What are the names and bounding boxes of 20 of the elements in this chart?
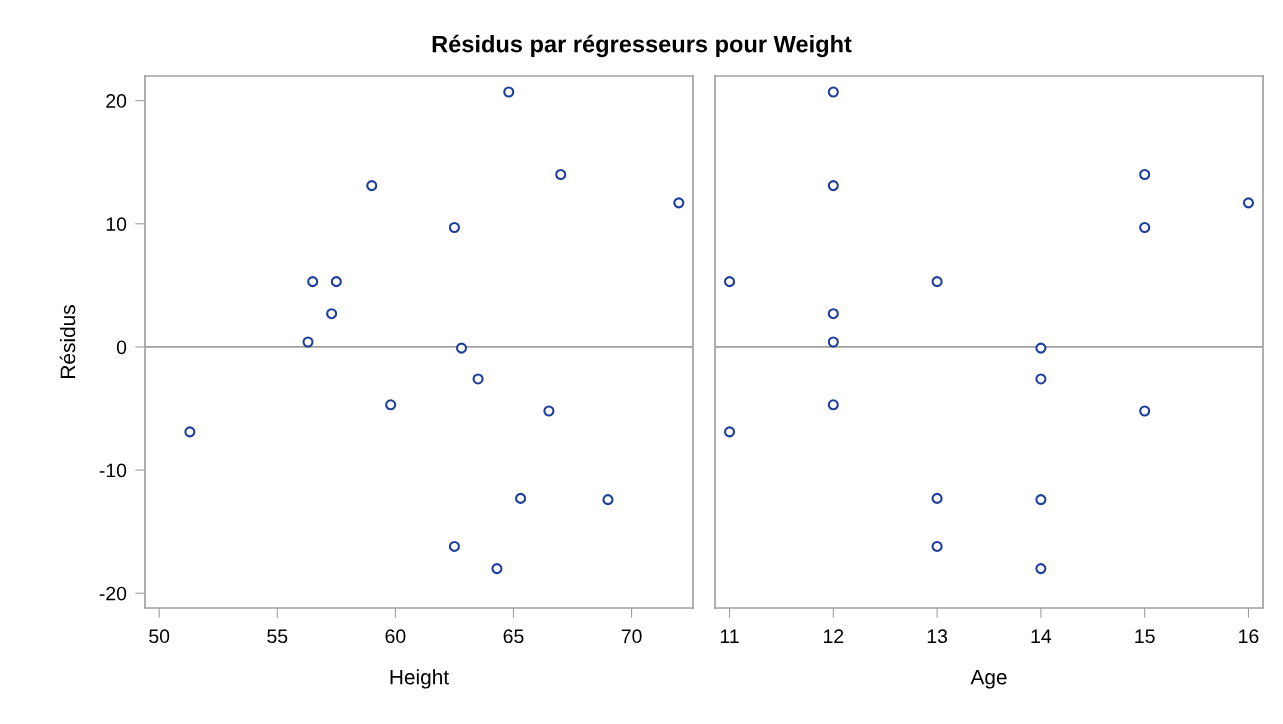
x-tick-label: 11 [720, 629, 739, 643]
y-axis-title: Résidus [59, 305, 76, 378]
x-tick-label: 12 [823, 629, 844, 643]
x-tick-label: 65 [503, 629, 524, 644]
x-tick-label: 16 [1239, 629, 1259, 644]
x-axis-title: Height [390, 669, 449, 689]
y-tick-label: 10 [106, 217, 127, 232]
x-tick-label: 13 [927, 629, 948, 644]
x-axis-title: Age [970, 669, 1007, 689]
x-tick-label: 50 [149, 629, 170, 644]
x-tick-label: 55 [267, 629, 288, 644]
y-tick-label: 20 [106, 94, 127, 108]
x-tick-label: 60 [385, 629, 406, 644]
y-tick-label: 0 [116, 340, 127, 355]
y-tick-label: -20 [99, 586, 127, 601]
x-tick-label: 70 [621, 629, 642, 644]
x-tick-label: 14 [1031, 629, 1052, 643]
x-tick-label: 15 [1135, 629, 1155, 644]
y-tick-label: -10 [99, 463, 127, 478]
chart-title: Résidus par régresseurs pour Weight [432, 34, 852, 58]
